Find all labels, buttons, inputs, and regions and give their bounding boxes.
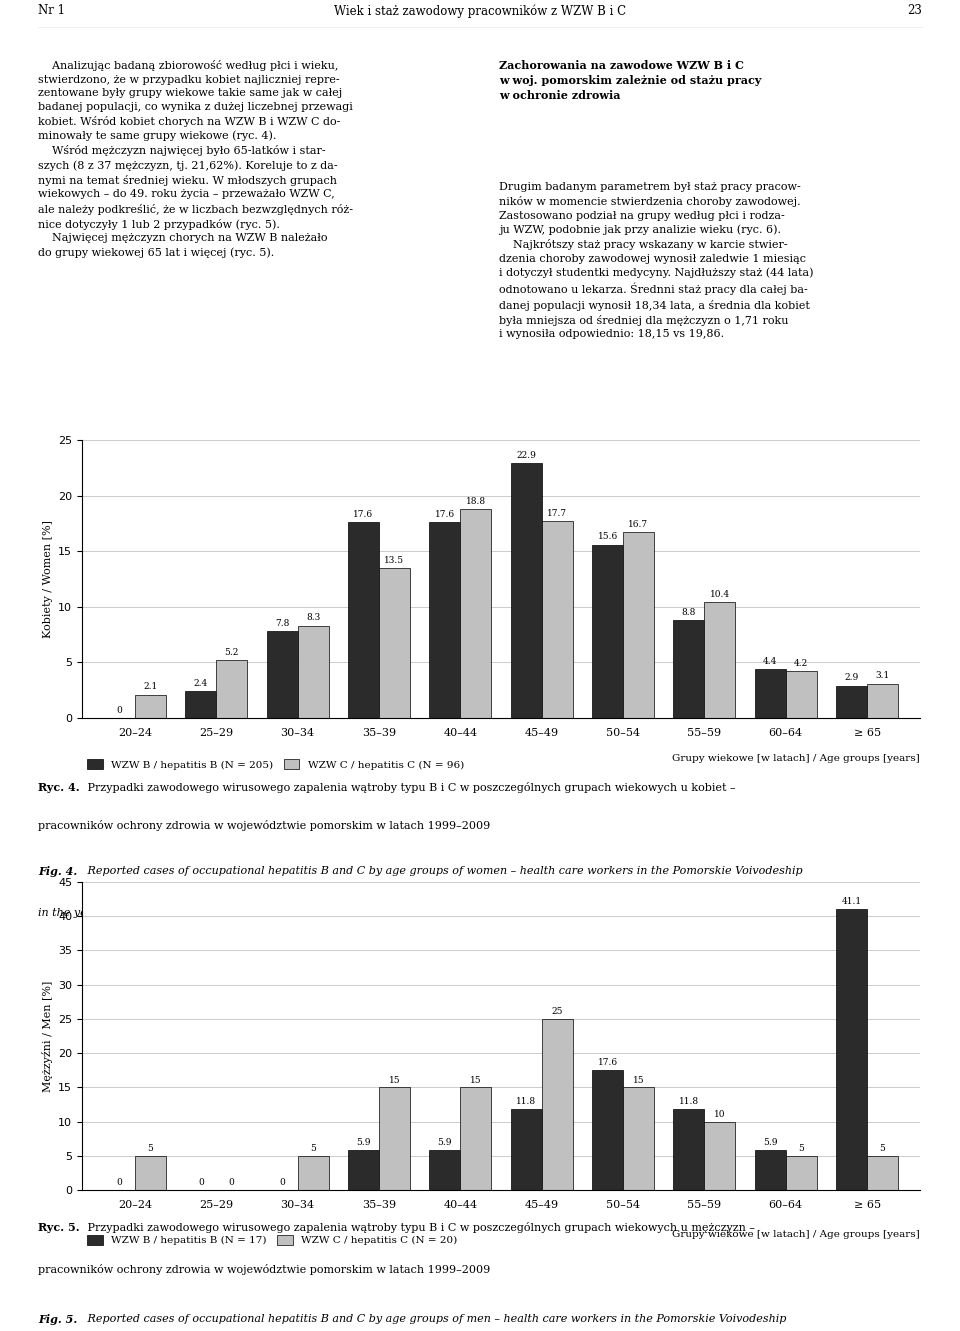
Bar [429,1150,461,1190]
Text: 11.8: 11.8 [679,1098,699,1106]
Bar [461,508,492,717]
Text: 0: 0 [279,1178,285,1187]
Bar [867,1155,898,1190]
Text: 11.8: 11.8 [516,1098,537,1106]
Text: Analizując badaną zbiorowość według płci i wieku,
stwierdzono, że w przypadku ko: Analizując badaną zbiorowość według płci… [38,60,353,258]
Bar [623,532,654,717]
Bar [135,1155,166,1190]
Text: 18.8: 18.8 [466,496,486,506]
Bar [674,620,705,717]
Text: Reported cases of occupational hepatitis B and C by age groups of men – health c: Reported cases of occupational hepatitis… [84,1315,786,1324]
Text: 2.9: 2.9 [845,673,859,683]
Bar [348,522,379,717]
Bar [705,1122,735,1190]
Y-axis label: Kobiety / Women [%]: Kobiety / Women [%] [42,520,53,638]
Text: 17.6: 17.6 [597,1058,617,1067]
Text: 8.8: 8.8 [682,608,696,616]
Text: Fig. 4.: Fig. 4. [38,866,78,877]
Text: 22.9: 22.9 [516,451,536,461]
Text: 15: 15 [633,1075,644,1085]
Text: 0: 0 [116,705,122,715]
Text: 13.5: 13.5 [384,555,404,564]
Bar [755,1150,785,1190]
Text: Ryc. 4.: Ryc. 4. [38,783,80,793]
Text: 15.6: 15.6 [597,532,617,542]
Text: 8.3: 8.3 [306,614,321,623]
Bar [461,1087,492,1190]
Bar [836,909,867,1190]
Text: 25: 25 [551,1008,563,1016]
Bar [705,603,735,717]
Text: 16.7: 16.7 [629,520,649,528]
Bar [623,1087,654,1190]
Bar [429,522,461,717]
Bar [836,685,867,717]
Text: Drugim badanym parametrem był staż pracy pracow-
ników w momencie stwierdzenia c: Drugim badanym parametrem był staż pracy… [499,182,814,339]
Text: 0: 0 [198,1178,204,1187]
Text: Reported cases of occupational hepatitis B and C by age groups of women – health: Reported cases of occupational hepatitis… [84,866,803,876]
Bar [755,669,785,717]
Bar [674,1109,705,1190]
Bar [592,544,623,717]
Text: pracowników ochrony zdrowia w województwie pomorskim w latach 1999–2009: pracowników ochrony zdrowia w województw… [38,1264,491,1275]
Text: in the years 1999–2009: in the years 1999–2009 [38,908,171,918]
Text: Fig. 5.: Fig. 5. [38,1315,78,1326]
Y-axis label: Mężzyźni / Men [%]: Mężzyźni / Men [%] [41,981,53,1091]
Legend: WZW B / hepatitis B (N = 17), WZW C / hepatitis C (N = 20): WZW B / hepatitis B (N = 17), WZW C / he… [87,1235,457,1246]
Text: 10.4: 10.4 [709,590,730,599]
Bar [511,1109,541,1190]
Legend: WZW B / hepatitis B (N = 205), WZW C / hepatitis C (N = 96): WZW B / hepatitis B (N = 205), WZW C / h… [87,760,464,769]
Bar [785,1155,817,1190]
Text: 15: 15 [389,1075,400,1085]
Text: 2.4: 2.4 [194,679,208,688]
Text: Grupy wiekowe [w latach] / Age groups [years]: Grupy wiekowe [w latach] / Age groups [y… [672,1230,920,1239]
Text: 7.8: 7.8 [275,619,289,628]
Text: 15: 15 [470,1075,482,1085]
Text: Zachorowania na zawodowe WZW B i C
w woj. pomorskim zależnie od stażu pracy
w oc: Zachorowania na zawodowe WZW B i C w woj… [499,60,761,101]
Text: 5.2: 5.2 [225,648,239,656]
Text: 5.9: 5.9 [438,1138,452,1147]
Text: 17.7: 17.7 [547,508,567,518]
Text: 5: 5 [879,1145,885,1153]
Text: 4.2: 4.2 [794,659,808,668]
Text: 23: 23 [907,4,922,17]
Text: 0: 0 [116,1178,122,1187]
Text: Ryc. 5.: Ryc. 5. [38,1222,80,1233]
Text: 5: 5 [148,1145,154,1153]
Bar [541,1020,572,1190]
Bar [785,671,817,717]
Text: Przypadki zawodowego wirusowego zapalenia wątroby typu B i C w poszczególnych gr: Przypadki zawodowego wirusowego zapaleni… [84,783,736,793]
Text: 5: 5 [799,1145,804,1153]
Text: Wiek i staż zawodowy pracowników z WZW B i C: Wiek i staż zawodowy pracowników z WZW B… [334,4,626,17]
Bar [267,631,298,717]
Bar [185,691,216,717]
Text: 2.1: 2.1 [143,683,157,691]
Text: 10: 10 [714,1110,726,1119]
Bar [216,660,247,717]
Bar [135,695,166,717]
Text: 0: 0 [228,1178,234,1187]
Text: 5.9: 5.9 [356,1138,371,1147]
Bar [379,1087,410,1190]
Bar [592,1070,623,1190]
Bar [379,568,410,717]
Bar [298,626,328,717]
Bar [511,463,541,717]
Bar [867,684,898,717]
Bar [348,1150,379,1190]
Text: pracowników ochrony zdrowia w województwie pomorskim w latach 1999–2009: pracowników ochrony zdrowia w województw… [38,820,491,832]
Text: 5: 5 [310,1145,316,1153]
Text: Grupy wiekowe [w latach] / Age groups [years]: Grupy wiekowe [w latach] / Age groups [y… [672,755,920,763]
Text: 5.9: 5.9 [763,1138,778,1147]
Text: 4.4: 4.4 [763,656,778,666]
Text: 17.6: 17.6 [353,510,373,519]
Text: Nr 1: Nr 1 [38,4,65,17]
Bar [541,522,572,717]
Bar [298,1155,328,1190]
Text: Przypadki zawodowego wirusowego zapalenia wątroby typu B i C w poszczególnych gr: Przypadki zawodowego wirusowego zapaleni… [84,1222,756,1233]
Text: 3.1: 3.1 [876,671,890,680]
Text: 17.6: 17.6 [435,510,455,519]
Text: 41.1: 41.1 [842,897,862,906]
